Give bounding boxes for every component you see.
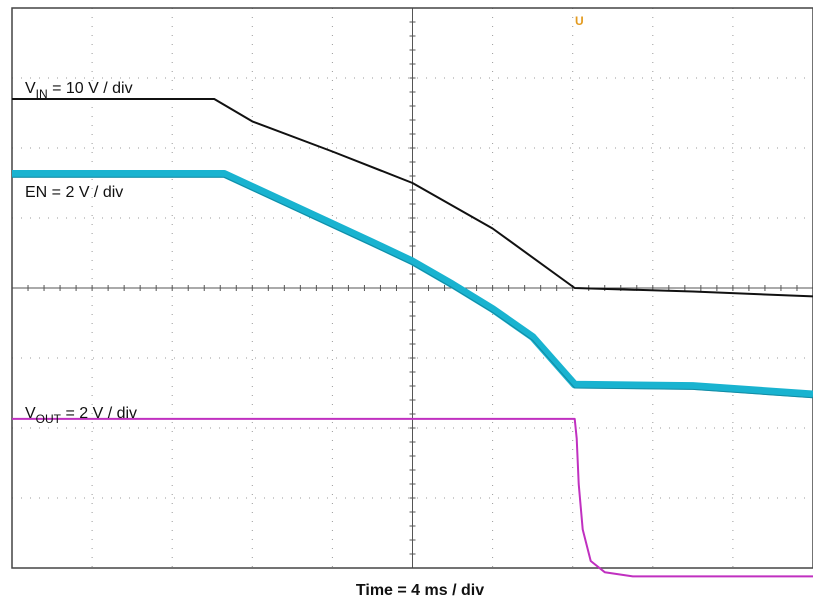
vin-scale-label: VIN = 10 V / div xyxy=(25,80,133,101)
graticule xyxy=(11,7,813,569)
x-axis-label: Time = 4 ms / div xyxy=(356,582,484,599)
en-trace xyxy=(12,170,813,399)
en-trace-edge xyxy=(12,176,813,399)
channel-labels: VIN = 10 V / div EN = 2 V / div VOUT = 2… xyxy=(25,80,137,426)
plot-frame xyxy=(11,7,813,569)
trigger-markers: U xyxy=(575,14,584,28)
en-scale-label: EN = 2 V / div xyxy=(25,184,123,201)
trigger-marker-icon: U xyxy=(575,14,584,28)
vin-trace xyxy=(12,98,813,298)
vout-scale-label: VOUT = 2 V / div xyxy=(25,405,137,426)
traces xyxy=(12,98,813,578)
vout-trace xyxy=(12,417,813,578)
